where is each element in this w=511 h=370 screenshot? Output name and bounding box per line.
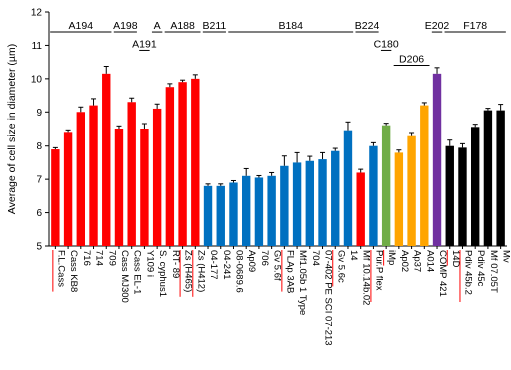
chart-bars	[51, 65, 505, 247]
category-label: Ap09	[246, 250, 257, 272]
category-label: 14D	[450, 250, 461, 268]
y-tick-label: 8	[36, 141, 42, 152]
group-bracket-label: C180	[374, 38, 399, 50]
y-axis-label: Average of cell size in diameter (µm)	[6, 44, 18, 214]
bar	[165, 87, 175, 246]
category-label: 714	[94, 250, 105, 266]
category-label: FLAp 3AB	[284, 250, 295, 293]
category-label: 04-241	[221, 250, 232, 280]
group-bracket-label: F178	[463, 20, 487, 32]
bar	[216, 185, 225, 246]
category-labels: F.L.Cass Cass KB8 716 714 709 Cass MJ300 Cass …	[52, 250, 511, 346]
category-label: Cass KB8	[68, 250, 79, 292]
bar	[432, 73, 442, 246]
y-tick-label: 12	[31, 8, 43, 19]
bar	[369, 145, 378, 246]
category-label: Y109 i	[144, 250, 155, 277]
bar	[331, 150, 340, 246]
bar	[458, 147, 467, 246]
category-label: Pdiv 45c	[475, 250, 486, 287]
category-label: Cass EL-1	[132, 250, 143, 294]
group-bracket-label: B224	[355, 20, 380, 32]
category-label: 706	[259, 250, 270, 266]
category-label: Ap02	[399, 250, 410, 272]
bar	[381, 125, 391, 246]
bar	[191, 78, 200, 246]
bar	[318, 159, 327, 246]
category-label: RT- 89	[170, 250, 181, 278]
bar	[76, 112, 86, 247]
category-label: 709	[106, 250, 117, 266]
y-tick-label: 5	[36, 242, 42, 253]
bar	[229, 182, 238, 246]
bar	[292, 162, 302, 246]
category-label: Gv 5.6c	[335, 250, 346, 283]
bar	[89, 105, 98, 246]
group-bracket-label: B211	[203, 20, 227, 32]
category-label: iMp	[386, 250, 397, 265]
category-label: 716	[81, 250, 92, 266]
group-bracket-label: A	[154, 20, 161, 32]
group-bracket-label: A188	[170, 20, 195, 32]
bar	[394, 152, 404, 246]
bar	[267, 175, 276, 246]
bar	[127, 102, 136, 246]
category-label: 14	[348, 250, 359, 261]
bar	[343, 130, 353, 246]
category-label: S. cyphus1	[157, 250, 168, 297]
group-bracket-label: D206	[399, 53, 424, 65]
category-label: Mv	[501, 250, 511, 263]
y-tick-label: 6	[36, 208, 42, 219]
bar	[407, 135, 416, 246]
category-label: Pdiv 45b.2	[462, 250, 473, 295]
category-label: Gv 5.6f	[272, 250, 283, 281]
group-bracket-label: E202	[425, 20, 450, 32]
y-tick-label: 9	[36, 108, 42, 119]
category-label: 07-402 PE SCI 07-213	[323, 250, 334, 346]
group-bracket-label: A198	[113, 20, 138, 32]
bar	[445, 145, 454, 246]
group-bracket-label: A194	[69, 20, 94, 32]
chart-axes: 5 6 7 8 9 10 11 12	[31, 8, 507, 253]
category-label: Mf 10.14b.02	[361, 250, 372, 305]
bar	[420, 105, 429, 246]
bar	[51, 149, 60, 246]
bar	[203, 185, 213, 246]
y-tick-label: 11	[32, 41, 43, 52]
bar	[63, 132, 73, 246]
bar	[280, 165, 289, 246]
group-bracket-label: A191	[132, 38, 157, 50]
bar	[114, 129, 124, 246]
category-label: Mf1.05b 1 Type	[297, 250, 308, 315]
category-label: 704	[310, 250, 321, 266]
bar	[356, 172, 365, 246]
category-label: Pur.P flex	[373, 250, 384, 291]
category-label: Mf 07.05T	[488, 250, 499, 293]
bar	[254, 177, 264, 246]
y-tick-label: 10	[31, 74, 43, 85]
bar	[470, 127, 480, 246]
y-tick-label: 7	[36, 175, 42, 186]
category-label: Cass MJ300	[119, 250, 130, 303]
category-label: A014	[424, 250, 435, 272]
bar	[305, 160, 315, 246]
bar	[496, 110, 505, 246]
category-label: F.L.Cass	[55, 250, 66, 287]
bar	[152, 108, 162, 246]
bar	[102, 73, 111, 246]
group-bracket-label: B184	[278, 20, 303, 32]
bar	[241, 175, 251, 246]
category-label: 04-177	[208, 250, 219, 280]
category-label: Zs (H465)	[183, 250, 194, 292]
bar	[178, 82, 187, 246]
category-label: Zs (H412)	[195, 250, 206, 292]
category-label: COMP 421	[437, 250, 448, 297]
category-label: 08-0689.6	[233, 250, 244, 293]
bar	[483, 110, 493, 246]
category-label: Ap37	[412, 250, 423, 272]
bar	[140, 129, 149, 246]
